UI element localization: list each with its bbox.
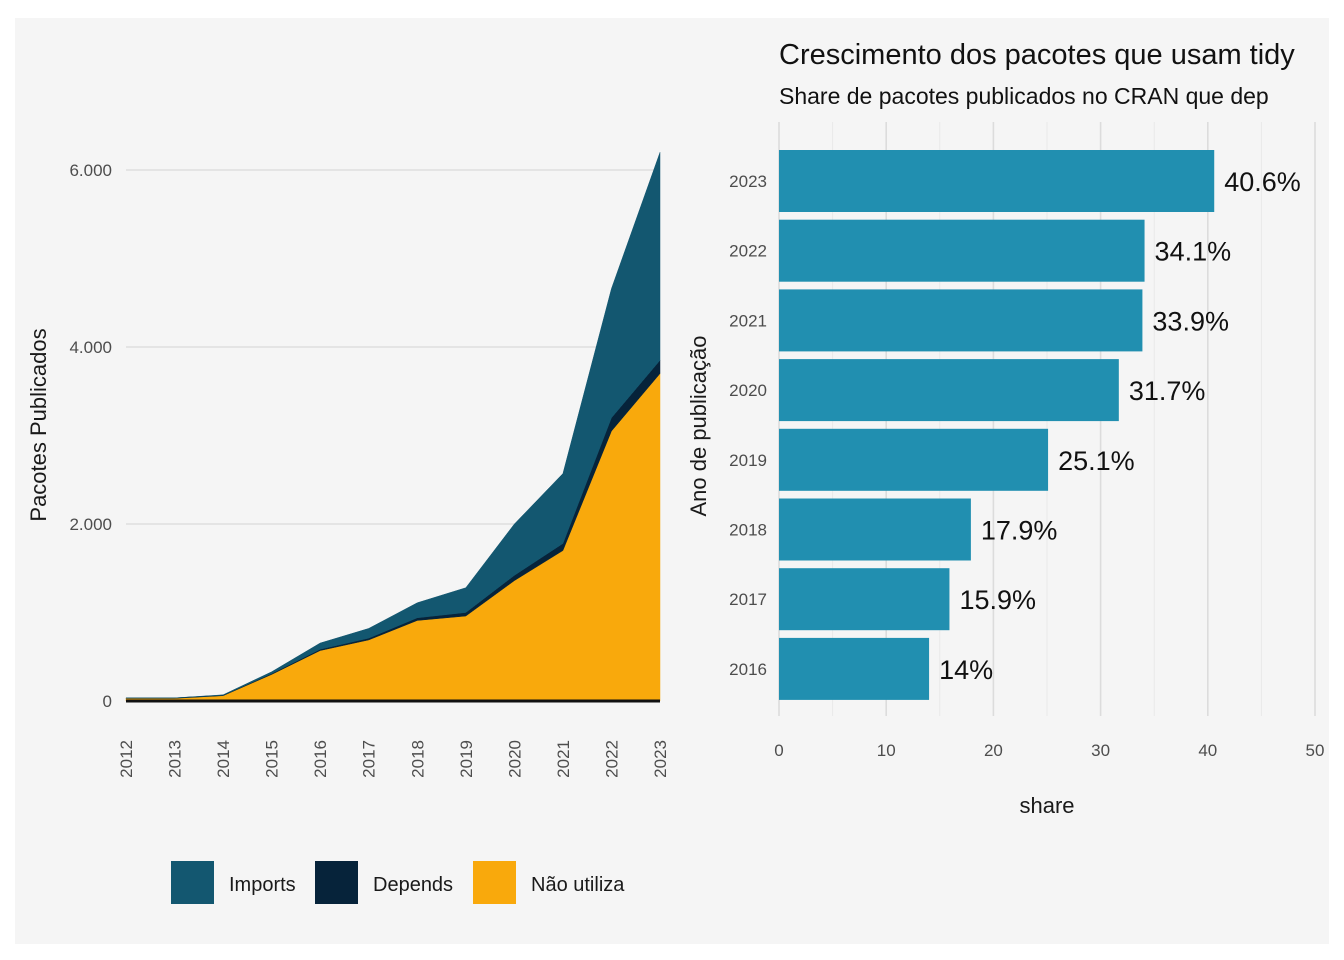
bar-value-label: 14%	[939, 655, 993, 685]
x-tick-label: 2013	[166, 740, 185, 778]
bar-value-label: 33.9%	[1152, 306, 1229, 336]
y-tick-label: 2016	[729, 660, 767, 679]
legend-label: Não utiliza	[531, 874, 625, 896]
x-axis-title: share	[1019, 793, 1074, 818]
x-tick-label: 10	[877, 741, 896, 760]
chart-subtitle: Share de pacotes publicados no CRAN que …	[779, 83, 1269, 109]
share-bar	[779, 289, 1143, 352]
y-tick-label: 2019	[729, 451, 767, 470]
bar-value-label: 25.1%	[1058, 446, 1135, 476]
y-tick-label: 6.000	[69, 161, 112, 180]
y-tick-label: 4.000	[69, 338, 112, 357]
y-tick-label: 2018	[729, 521, 767, 540]
x-tick-label: 2020	[505, 740, 524, 778]
y-tick-label: 2017	[729, 590, 767, 609]
legend-key-1	[315, 861, 358, 904]
y-tick-label: 2.000	[69, 515, 112, 534]
x-tick-label: 2022	[602, 740, 621, 778]
y-tick-label: 0	[103, 692, 112, 711]
legend-key-2	[473, 861, 516, 904]
share-bar	[779, 568, 950, 631]
bar-value-label: 40.6%	[1224, 167, 1301, 197]
x-tick-label: 2019	[457, 740, 476, 778]
x-tick-label: 30	[1091, 741, 1110, 760]
bar-value-label: 17.9%	[981, 516, 1058, 546]
x-tick-label: 40	[1198, 741, 1217, 760]
x-tick-label: 2021	[554, 740, 573, 778]
x-tick-label: 0	[774, 741, 783, 760]
legend-key-0	[171, 861, 214, 904]
share-bar	[779, 498, 971, 561]
y-tick-label: 2023	[729, 172, 767, 191]
x-tick-label: 2016	[311, 740, 330, 778]
share-bar	[779, 219, 1145, 282]
x-tick-label: 2023	[651, 740, 670, 778]
area-series-imports	[126, 152, 661, 699]
y-tick-label: 2021	[729, 311, 767, 330]
y-axis-title: Pacotes Publicados	[26, 328, 51, 521]
x-tick-label: 50	[1306, 741, 1325, 760]
share-bar	[779, 359, 1119, 422]
chart-title: Crescimento dos pacotes que usam tidy	[779, 39, 1295, 71]
share-bar	[779, 428, 1049, 491]
y-tick-label: 2020	[729, 381, 767, 400]
x-tick-label: 2015	[263, 740, 282, 778]
x-tick-label: 2018	[408, 740, 427, 778]
stacked-area-chart: 0 2.000 4.000 6.000 2012 2013 2014 2015 2016 2017…	[26, 152, 670, 904]
share-bar	[779, 150, 1215, 212]
y-axis-title: Ano de publicação	[686, 335, 711, 516]
x-tick-label: 20	[984, 741, 1003, 760]
x-tick-label: 2017	[360, 740, 379, 778]
share-bar-chart: 40.6% 2023 34.1% 2022 33.9% 2021 31.7% 2020 25.1…	[686, 39, 1325, 818]
x-tick-label: 2012	[117, 740, 136, 778]
bar-value-label: 31.7%	[1129, 376, 1206, 406]
x-tick-label: 2014	[214, 740, 233, 778]
legend-label: Imports	[229, 874, 296, 896]
bar-value-label: 34.1%	[1155, 237, 1232, 267]
share-bar	[779, 637, 930, 700]
y-tick-label: 2022	[729, 242, 767, 261]
bar-value-label: 15.9%	[959, 585, 1036, 615]
legend-label: Depends	[373, 874, 453, 896]
